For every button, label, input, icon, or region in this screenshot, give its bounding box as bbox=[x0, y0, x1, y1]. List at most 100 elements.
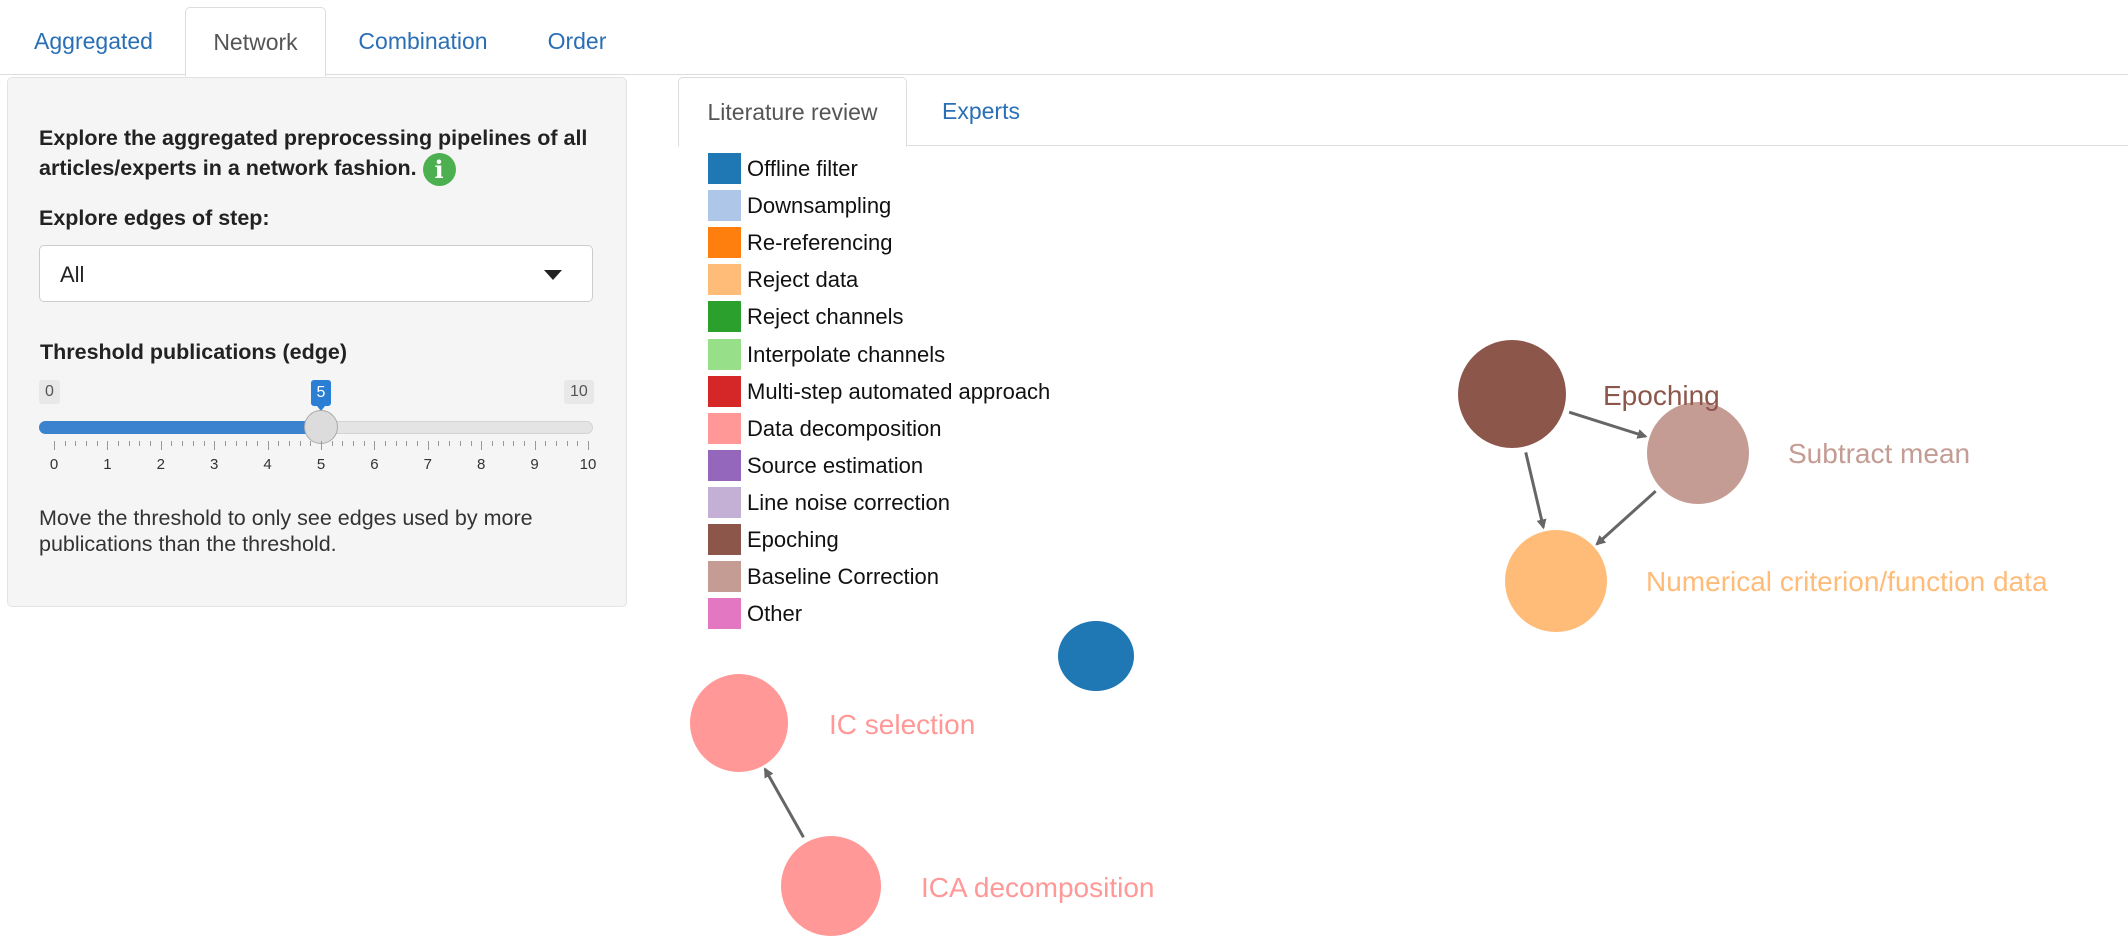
slider-tick bbox=[449, 441, 451, 446]
legend-swatch bbox=[708, 301, 741, 333]
legend-swatch bbox=[708, 338, 741, 370]
slider-tick bbox=[54, 441, 55, 450]
slider-tick bbox=[321, 441, 322, 450]
network-node-ic-selection[interactable] bbox=[690, 674, 788, 772]
info-icon[interactable]: i bbox=[422, 153, 456, 186]
network-edge bbox=[1595, 490, 1657, 546]
panel-intro: Explore the aggregated preprocessing pip… bbox=[39, 124, 609, 186]
slider-tick bbox=[438, 441, 440, 446]
legend-swatch bbox=[708, 153, 741, 184]
slider-tick bbox=[235, 441, 237, 446]
network-node-subtract-mean[interactable] bbox=[1647, 402, 1749, 504]
slider-tick bbox=[406, 441, 408, 446]
network-edge bbox=[763, 767, 805, 838]
slider-tick bbox=[139, 441, 141, 446]
tab-network[interactable]: Network bbox=[185, 7, 326, 77]
slider-tick bbox=[246, 441, 248, 446]
step-select-value: All bbox=[60, 262, 85, 287]
chevron-down-icon bbox=[544, 270, 562, 280]
network-edge bbox=[1524, 452, 1547, 530]
tab-experts[interactable]: Experts bbox=[942, 98, 1020, 124]
slider-tick bbox=[96, 441, 98, 446]
slider-tick bbox=[267, 441, 269, 450]
legend-swatch bbox=[708, 486, 741, 518]
legend-label: Reject data bbox=[747, 267, 859, 293]
slider-tick bbox=[107, 441, 109, 450]
legend-swatch bbox=[708, 227, 741, 259]
slider-tick bbox=[577, 441, 579, 446]
slider-tick-label: 3 bbox=[210, 456, 219, 473]
slider-tick bbox=[470, 441, 472, 446]
slider-tick bbox=[214, 441, 216, 450]
legend-label: Reject channels bbox=[747, 304, 904, 330]
slider-value-label: 5 bbox=[311, 380, 331, 411]
top-tab-bar: Aggregated Network Combination Order bbox=[0, 0, 2128, 77]
slider-tick bbox=[288, 441, 290, 446]
slider-tick bbox=[310, 441, 312, 446]
tab-combination[interactable]: Combination bbox=[358, 28, 488, 54]
slider-tick bbox=[513, 441, 515, 446]
inner-tab-bar: Literature review Experts bbox=[678, 75, 2128, 147]
slider-tick-label: 1 bbox=[103, 456, 112, 473]
slider-tick bbox=[502, 441, 504, 446]
threshold-slider-fill bbox=[39, 421, 321, 434]
threshold-help-text: Move the threshold to only see edges use… bbox=[39, 506, 533, 556]
slider-tick bbox=[417, 441, 419, 446]
slider-tick bbox=[481, 441, 483, 450]
legend-label: Interpolate channels bbox=[747, 341, 946, 367]
slider-tick bbox=[128, 441, 130, 446]
legend-label: Baseline Correction bbox=[747, 564, 939, 590]
network-edge bbox=[1568, 410, 1648, 439]
slider-tick bbox=[171, 441, 173, 446]
threshold-label: Threshold publications (edge) bbox=[40, 340, 347, 364]
slider-tick bbox=[75, 441, 77, 446]
slider-tick-label: 9 bbox=[530, 456, 539, 473]
step-select-label: Explore edges of step: bbox=[39, 206, 270, 230]
legend-label: Re-referencing bbox=[747, 230, 893, 256]
slider-tick bbox=[86, 441, 88, 446]
slider-tick bbox=[545, 441, 547, 446]
legend-label: Source estimation bbox=[747, 452, 924, 478]
threshold-slider-handle[interactable] bbox=[304, 410, 338, 444]
legend-swatch bbox=[708, 561, 741, 593]
network-node-ica-decomposition[interactable] bbox=[781, 836, 881, 936]
slider-tick bbox=[374, 441, 376, 450]
network-labels: Epoching Subtract mean Numerical criterion… bbox=[829, 380, 2048, 903]
network-node-numerical-criterion[interactable] bbox=[1505, 530, 1607, 632]
slider-tick bbox=[331, 441, 333, 446]
network-node-label: Numerical criterion/function data bbox=[1646, 566, 2048, 597]
legend-label: Line noise correction bbox=[747, 489, 951, 515]
slider-tick bbox=[588, 441, 589, 450]
tab-literature-review[interactable]: Literature review bbox=[678, 77, 907, 147]
legend-label: Offline filter bbox=[747, 156, 858, 181]
slider-tick-label: 0 bbox=[49, 456, 59, 473]
sidebar-panel: Explore the aggregated preprocessing pip… bbox=[7, 77, 627, 607]
slider-tick bbox=[555, 441, 557, 446]
slider-tick bbox=[256, 441, 258, 446]
slider-tick bbox=[523, 441, 525, 446]
legend-label: Epoching bbox=[747, 527, 839, 552]
legend-swatch bbox=[708, 449, 741, 481]
intro-text: Explore the aggregated preprocessing pip… bbox=[39, 126, 588, 181]
slider-tick-label: 10 bbox=[579, 456, 597, 473]
legend-swatch bbox=[708, 598, 741, 630]
tab-aggregated[interactable]: Aggregated bbox=[34, 28, 153, 54]
network-node-offline-filter-node[interactable] bbox=[1058, 621, 1134, 691]
legend-swatch bbox=[708, 412, 741, 444]
slider-tick bbox=[192, 441, 194, 446]
network-node-label: IC selection bbox=[829, 709, 975, 740]
legend-label: Other bbox=[747, 601, 803, 627]
tab-order[interactable]: Order bbox=[547, 28, 607, 54]
legend-swatch bbox=[708, 190, 741, 222]
step-select[interactable]: All bbox=[39, 245, 593, 302]
slider-tick bbox=[363, 441, 365, 446]
slider-tick bbox=[299, 441, 301, 446]
slider-tick bbox=[118, 441, 120, 446]
network-node-label: ICA decomposition bbox=[921, 872, 1154, 903]
network-node-epoching[interactable] bbox=[1458, 340, 1566, 448]
slider-tick-label: 4 bbox=[263, 456, 272, 473]
legend-swatch bbox=[708, 524, 741, 555]
legend-label: Multi-step automated approach bbox=[747, 378, 1051, 404]
network-node-label: Subtract mean bbox=[1788, 438, 1970, 469]
